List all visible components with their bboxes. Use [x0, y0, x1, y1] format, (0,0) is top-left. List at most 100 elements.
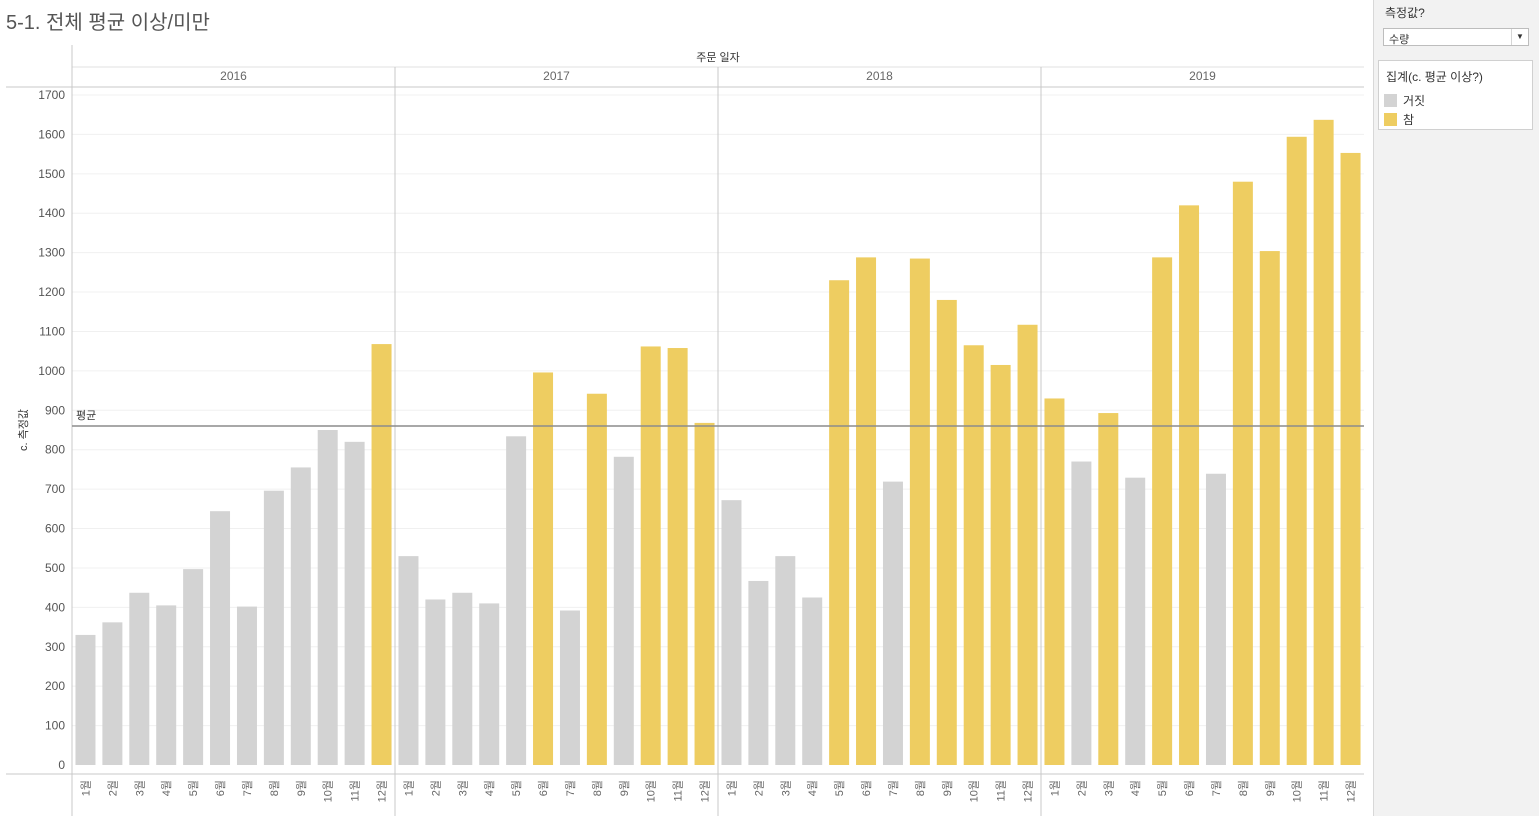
- bar[interactable]: [1259, 251, 1280, 766]
- bar[interactable]: [963, 345, 984, 765]
- bar[interactable]: [129, 592, 150, 765]
- x-tick-label: 6월: [214, 780, 227, 796]
- y-axis: 0 100 200 300 400 500 600 700 800 900 1000 1100 1200…: [38, 88, 65, 772]
- x-tick-label: 5월: [510, 780, 523, 796]
- bar[interactable]: [1098, 413, 1119, 765]
- bar[interactable]: [936, 299, 957, 765]
- legend-swatch-false: [1384, 94, 1397, 107]
- y-axis-title: c. 측정값: [17, 409, 30, 451]
- x-tick-label: 11월: [1318, 780, 1331, 802]
- bar[interactable]: [479, 603, 500, 765]
- x-tick-label: 7월: [1210, 780, 1223, 796]
- bar[interactable]: [559, 610, 580, 765]
- bar[interactable]: [1313, 119, 1334, 766]
- bar[interactable]: [829, 280, 850, 765]
- bar[interactable]: [371, 344, 392, 765]
- bar[interactable]: [667, 348, 688, 765]
- bar[interactable]: [613, 456, 634, 765]
- x-tick-label: 9월: [295, 780, 308, 796]
- bar[interactable]: [1044, 398, 1065, 765]
- y-tick-label: 800: [45, 443, 65, 457]
- x-tick-label: 12월: [376, 780, 389, 802]
- y-tick-label: 600: [45, 522, 65, 536]
- y-tick-label: 300: [45, 640, 65, 654]
- bar[interactable]: [290, 467, 311, 765]
- bar[interactable]: [1286, 136, 1307, 765]
- x-tick-label: 2월: [752, 780, 765, 796]
- bar[interactable]: [75, 634, 96, 765]
- bar[interactable]: [102, 622, 123, 765]
- bar[interactable]: [802, 597, 823, 766]
- bar[interactable]: [1125, 477, 1146, 765]
- bar[interactable]: [748, 580, 769, 765]
- bar[interactable]: [210, 511, 231, 765]
- bar[interactable]: [775, 556, 796, 765]
- x-tick-label: 1월: [1048, 780, 1061, 796]
- bar[interactable]: [344, 441, 365, 765]
- bar-chart: 평균 0 100 200 300 400 500 600 700 800 900 1000 1100 1…: [6, 45, 1364, 816]
- y-tick-label: 1500: [38, 167, 65, 181]
- x-tick-label: 5월: [833, 780, 846, 796]
- y-tick-label: 1000: [38, 364, 65, 378]
- bar[interactable]: [856, 257, 877, 765]
- bar[interactable]: [1205, 473, 1226, 765]
- bar[interactable]: [882, 481, 903, 765]
- bar[interactable]: [990, 364, 1011, 765]
- x-tick-label: 7월: [564, 780, 577, 796]
- y-tick-label: 700: [45, 482, 65, 496]
- bar[interactable]: [398, 556, 419, 765]
- bar[interactable]: [236, 606, 257, 765]
- bar[interactable]: [1179, 205, 1200, 766]
- average-label: 평균: [76, 409, 96, 422]
- y-tick-label: 1100: [39, 324, 65, 338]
- legend-title: 집계(c. 평균 이상?): [1386, 70, 1483, 84]
- measure-dropdown[interactable]: 수량 ▼: [1383, 28, 1529, 46]
- bar[interactable]: [506, 436, 527, 765]
- y-tick-label: 1400: [38, 206, 65, 220]
- x-tick-label: 8월: [1237, 780, 1250, 796]
- chart-frame: [6, 45, 1364, 816]
- bar[interactable]: [694, 422, 715, 765]
- x-tick-label: 2월: [429, 780, 442, 796]
- bar[interactable]: [1071, 461, 1092, 765]
- x-tick-label: 4월: [160, 780, 173, 796]
- color-legend: 집계(c. 평균 이상?) 거짓 참: [1378, 60, 1533, 130]
- legend-item-true[interactable]: 참: [1384, 111, 1414, 127]
- year-header: 2019: [1189, 69, 1216, 83]
- x-tick-label: 5월: [187, 780, 200, 796]
- year-header: 2018: [866, 69, 893, 83]
- x-tick-label: 12월: [699, 780, 712, 802]
- bar[interactable]: [640, 346, 661, 765]
- year-header: 2017: [543, 69, 570, 83]
- bar[interactable]: [156, 605, 177, 765]
- bar[interactable]: [721, 500, 742, 765]
- bar[interactable]: [452, 592, 473, 765]
- y-tick-label: 900: [45, 403, 65, 417]
- bar[interactable]: [1017, 324, 1038, 765]
- measure-dropdown-value: 수량: [1389, 34, 1410, 46]
- x-tick-label: 11월: [349, 780, 362, 802]
- x-tick-label: 12월: [1022, 780, 1035, 802]
- bar[interactable]: [1152, 257, 1173, 765]
- x-tick-label: 10월: [322, 780, 335, 802]
- bar[interactable]: [317, 430, 338, 765]
- bar[interactable]: [183, 569, 204, 765]
- x-tick-label: 9월: [941, 780, 954, 796]
- x-tick-label: 6월: [860, 780, 873, 796]
- bar[interactable]: [1232, 181, 1253, 766]
- bar[interactable]: [263, 490, 284, 765]
- bar[interactable]: [425, 599, 446, 765]
- y-tick-label: 400: [45, 600, 65, 614]
- legend-item-false[interactable]: 거짓: [1384, 92, 1425, 108]
- x-tick-label: 10월: [1291, 780, 1304, 802]
- bar[interactable]: [909, 258, 930, 765]
- bar[interactable]: [586, 393, 607, 765]
- chevron-down-icon[interactable]: ▼: [1511, 29, 1528, 45]
- bar[interactable]: [1340, 152, 1361, 765]
- year-header: 2016: [220, 69, 247, 83]
- side-panel: [1373, 0, 1539, 816]
- header-label: 주문 일자: [696, 50, 740, 64]
- bar[interactable]: [533, 372, 554, 765]
- y-tick-label: 1300: [38, 246, 65, 260]
- y-tick-label: 1200: [38, 285, 65, 299]
